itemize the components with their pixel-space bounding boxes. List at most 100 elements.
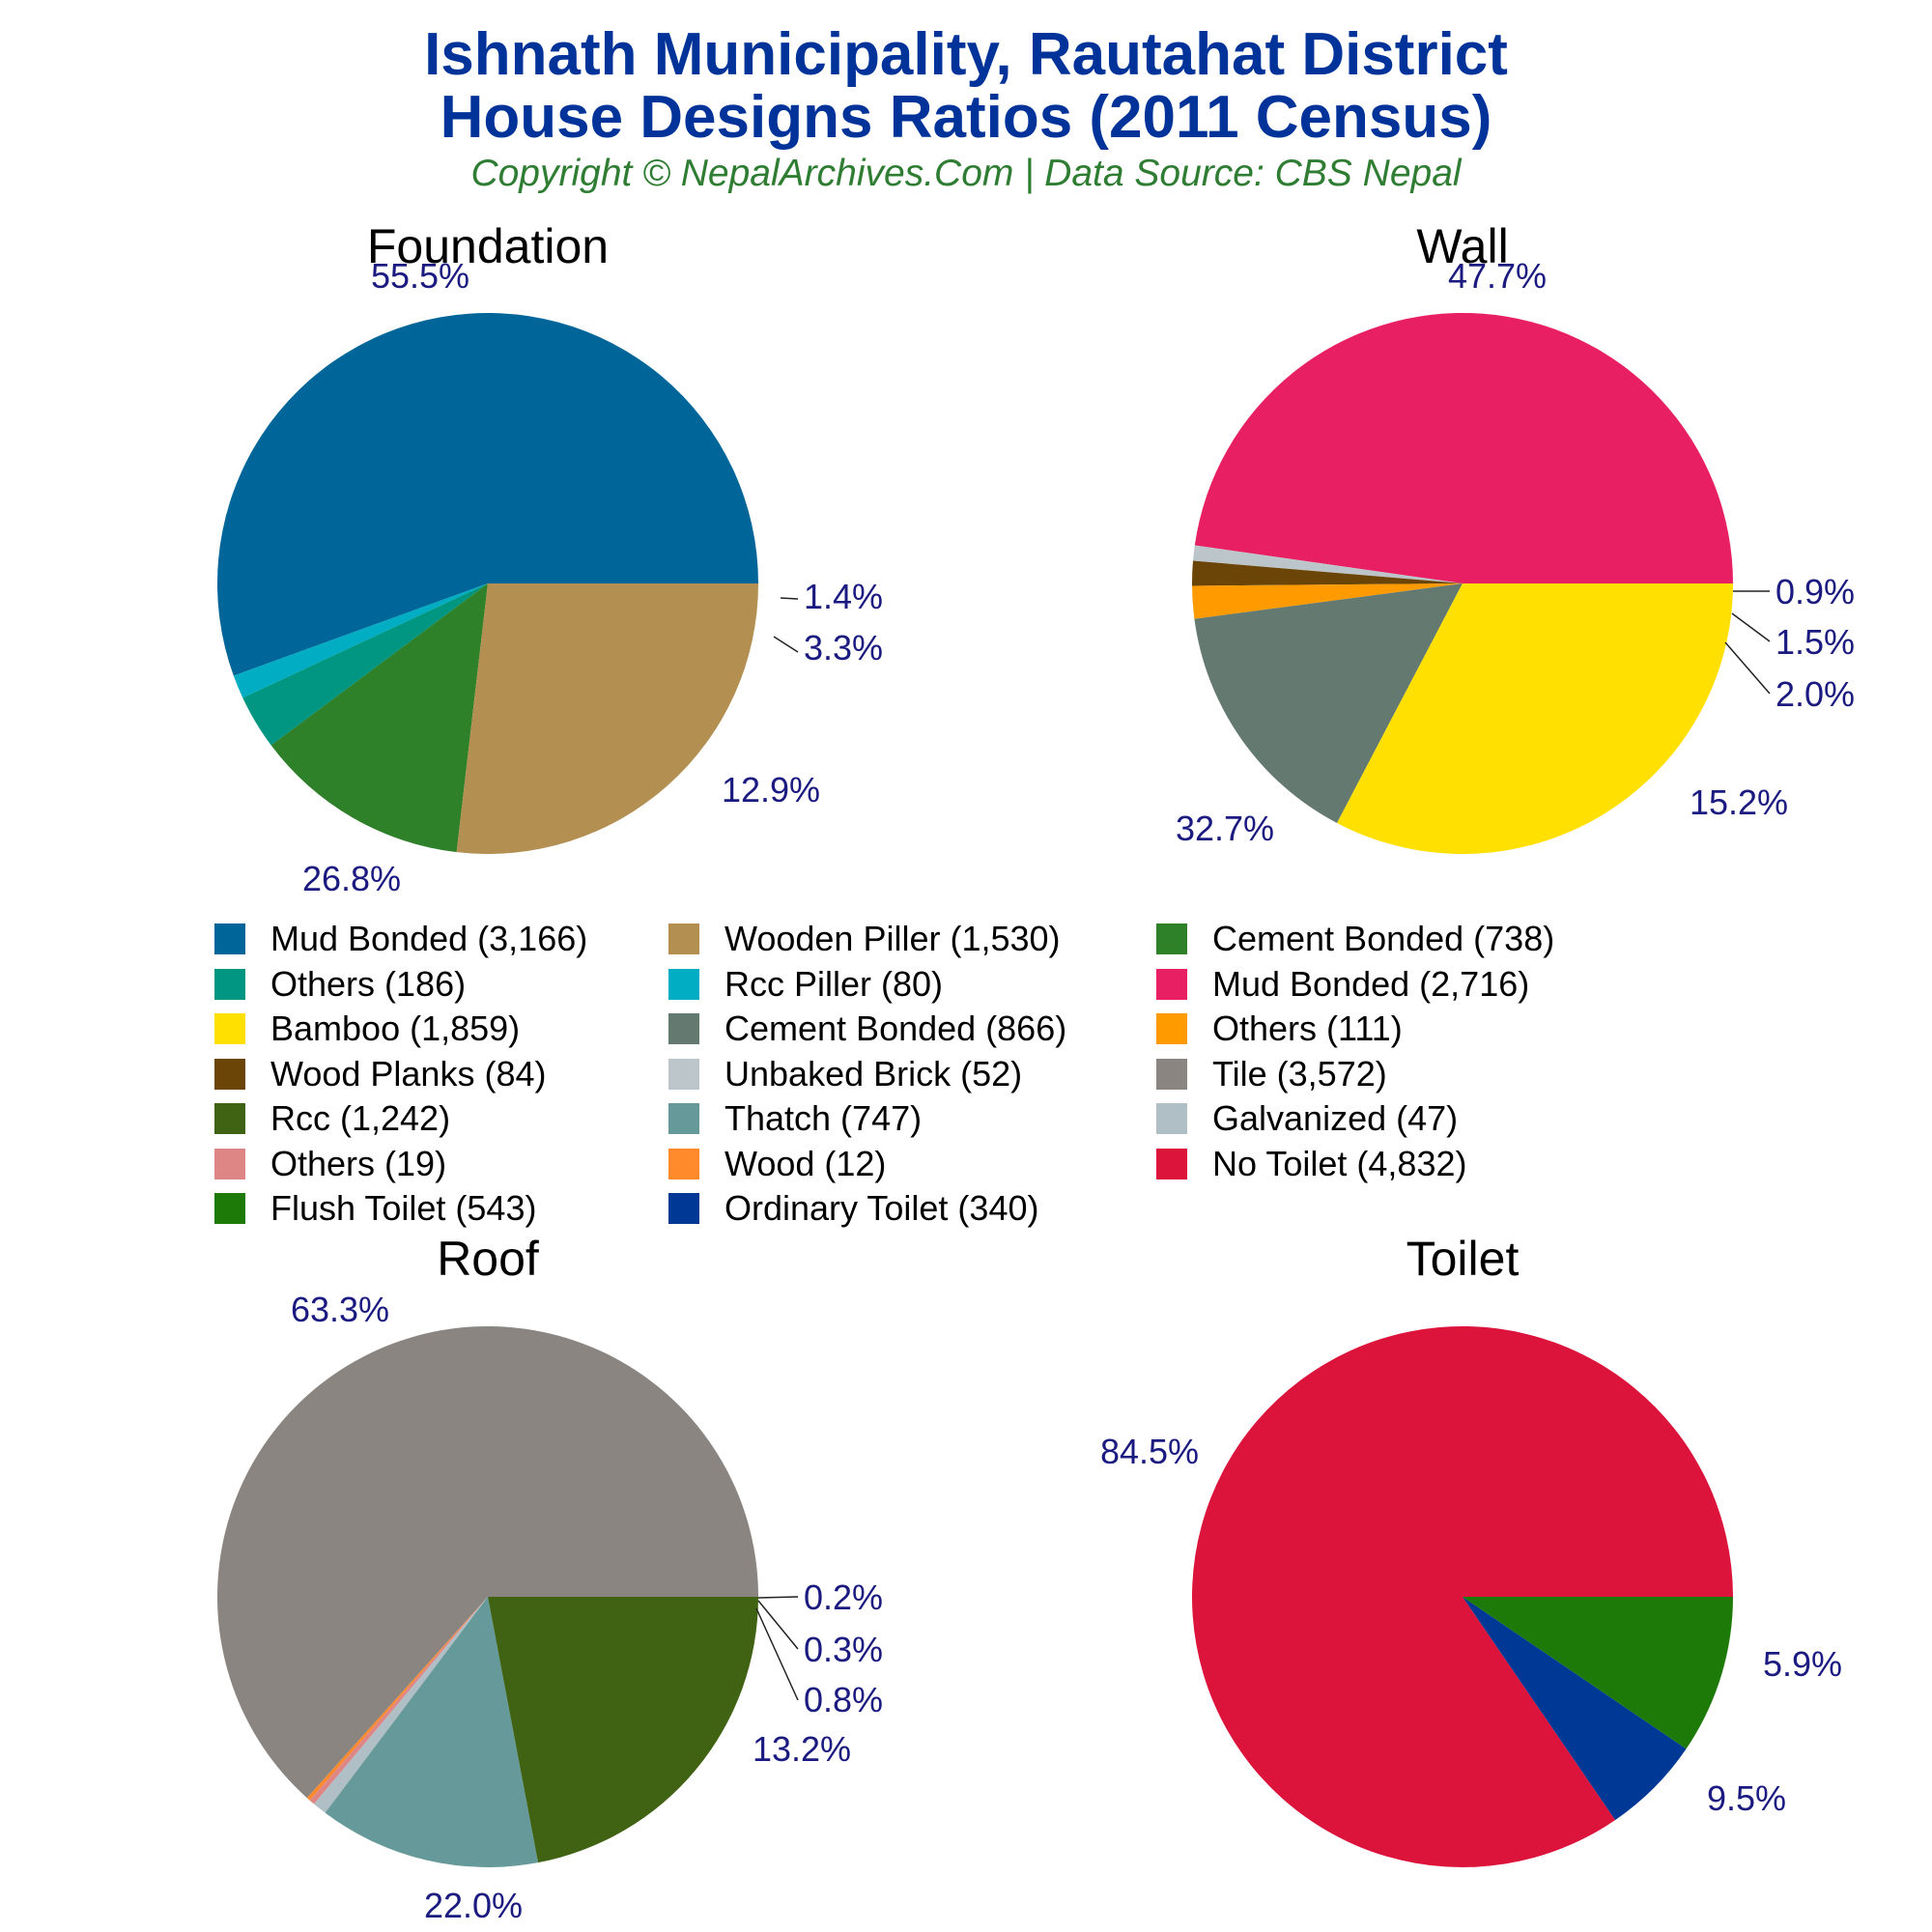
slice-wall-mud-bonded [1194, 312, 1733, 583]
pct-label: 3.3% [804, 628, 883, 668]
legend-swatch [668, 1148, 699, 1179]
pie-title: Toilet [1406, 1232, 1520, 1286]
legend-label: Unbaked Brick (52) [724, 1053, 1023, 1094]
leader-line [1731, 612, 1771, 642]
pct-label: 0.3% [804, 1630, 883, 1669]
chart-subtitle: Copyright © NepalArchives.Com | Data Sou… [470, 153, 1462, 194]
slice-wall-unbaked-brick [1192, 545, 1463, 583]
legend-label: Rcc (1,242) [270, 1098, 451, 1138]
leader-line [780, 597, 799, 600]
pct-label: 22.0% [424, 1886, 523, 1925]
pct-label: 47.7% [1448, 256, 1547, 296]
leader-line [757, 1600, 799, 1650]
slice-foundation-mud-bonded [216, 312, 758, 676]
legend-label: Ordinary Toilet (340) [724, 1188, 1039, 1228]
legend-swatch [1156, 1103, 1187, 1134]
pct-label: 0.2% [804, 1577, 883, 1617]
legend-item: Thatch (747) [668, 1098, 923, 1138]
slice-roof-tile [217, 1325, 759, 1799]
slice-roof-galvanized [314, 1597, 488, 1813]
legend-item: Mud Bonded (2,716) [1156, 963, 1530, 1004]
pct-label: 1.4% [804, 577, 883, 616]
pct-label: 55.5% [371, 256, 469, 296]
legend-swatch [214, 1193, 245, 1224]
legend-label: Bamboo (1,859) [270, 1009, 521, 1048]
legend-label: Galvanized (47) [1212, 1098, 1459, 1138]
slice-foundation-cement-bonded [270, 583, 488, 853]
legend-swatch [668, 1013, 699, 1044]
legend-label: Wood (12) [724, 1143, 887, 1183]
legend-swatch [214, 968, 245, 1000]
legend-label: Mud Bonded (2,716) [1212, 963, 1530, 1004]
legend-item: Cement Bonded (738) [1156, 919, 1555, 958]
legend-item: Others (19) [214, 1143, 447, 1183]
legend-item: Ordinary Toilet (340) [668, 1188, 1039, 1228]
pct-label: 84.5% [1100, 1432, 1199, 1471]
slice-wall-bamboo [1337, 583, 1733, 855]
pie-foundation: 55.5% 1.4% 3.3% 12.9% 26.8% Foundation [216, 219, 883, 898]
leader-line [1724, 641, 1771, 695]
legend-swatch [668, 923, 699, 954]
legend-swatch [1156, 968, 1187, 1000]
legend-swatch [214, 923, 245, 954]
legend-item: Galvanized (47) [1156, 1098, 1459, 1138]
legend-swatch [1156, 923, 1187, 954]
legend-item: Wood Planks (84) [214, 1053, 547, 1094]
legend-label: No Toilet (4,832) [1212, 1143, 1467, 1183]
pie-wall: 47.7% 0.9% 1.5% 2.0% 15.2% 32.7% Wall [1176, 219, 1855, 855]
legend-item: Rcc Piller (80) [668, 964, 943, 1004]
legend-item: Bamboo (1,859) [214, 1009, 520, 1048]
legend-swatch [668, 1058, 699, 1090]
pie-title: Wall [1416, 219, 1508, 273]
legend-label: Tile (3,572) [1212, 1053, 1387, 1094]
leader-line [757, 1596, 799, 1599]
slice-wall-wood-planks [1191, 560, 1463, 586]
legend-swatch [1156, 1058, 1187, 1090]
slice-foundation-wooden-piller [456, 583, 758, 855]
slice-wall-others [1192, 583, 1463, 619]
legend-swatch [668, 1193, 699, 1224]
legend-label: Others (186) [270, 963, 467, 1004]
legend-item: Others (186) [214, 963, 467, 1004]
slice-toilet-ordinary-toilet [1463, 1597, 1687, 1821]
pct-label: 12.9% [722, 770, 820, 810]
legend-label: Mud Bonded (3,166) [270, 919, 588, 958]
legend-label: Wooden Piller (1,530) [724, 919, 1061, 958]
leader-line [773, 636, 799, 653]
slice-roof-rcc [488, 1597, 758, 1863]
pct-label: 13.2% [753, 1729, 851, 1769]
legend-swatch [668, 968, 699, 1000]
slice-roof-others [309, 1597, 488, 1804]
chart-title-line1: Ishnath Municipality, Rautahat District [424, 21, 1508, 88]
legend-label: Cement Bonded (866) [724, 1009, 1067, 1048]
legend-item: No Toilet (4,832) [1156, 1143, 1467, 1183]
legend-label: Thatch (747) [724, 1098, 923, 1138]
legend-item: Unbaked Brick (52) [668, 1053, 1023, 1094]
legend-item: Cement Bonded (866) [668, 1009, 1066, 1048]
pie-title: Roof [437, 1232, 539, 1286]
legend-item: Mud Bonded (3,166) [214, 919, 588, 958]
pct-label: 15.2% [1690, 782, 1788, 822]
pct-label: 9.5% [1707, 1778, 1786, 1818]
slice-wall-cement-bonded [1194, 583, 1463, 824]
pct-label: 5.9% [1763, 1644, 1842, 1684]
legend-item: Wood (12) [668, 1143, 887, 1183]
legend-swatch [668, 1103, 699, 1134]
pct-label: 63.3% [291, 1290, 389, 1329]
legend-label: Wood Planks (84) [270, 1053, 547, 1094]
leader-line [755, 1607, 799, 1701]
pct-label: 32.7% [1176, 809, 1274, 848]
pie-title: Foundation [367, 219, 609, 273]
legend-label: Cement Bonded (738) [1212, 919, 1555, 958]
pct-label: 0.9% [1776, 572, 1855, 611]
legend-item: Wooden Piller (1,530) [668, 919, 1061, 958]
legend-item: Rcc (1,242) [214, 1098, 451, 1138]
slice-foundation-others [242, 583, 488, 746]
pie-toilet: 84.5% 5.9% 9.5% Toilet [1100, 1232, 1842, 1867]
legend-label: Others (19) [270, 1143, 447, 1183]
legend-label: Others (111) [1212, 1009, 1403, 1048]
pie-roof: 63.3% 0.2% 0.3% 0.8% 13.2% 22.0% Roof [217, 1232, 883, 1925]
legend-swatch [1156, 1013, 1187, 1044]
legend-item: Tile (3,572) [1156, 1053, 1387, 1094]
